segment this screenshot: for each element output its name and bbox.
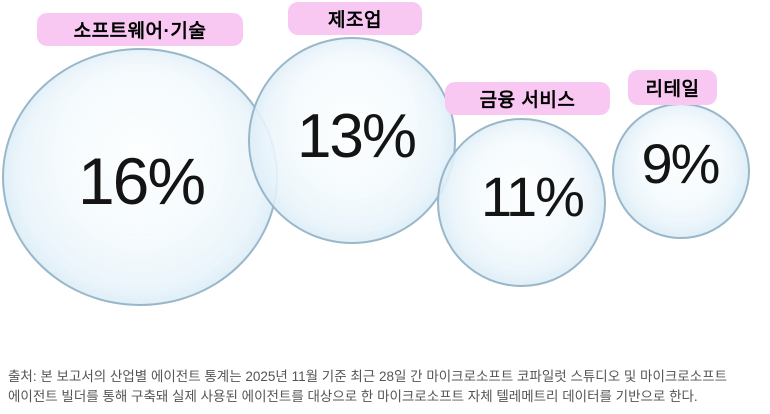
- category-label-manufacturing: 제조업: [288, 2, 422, 35]
- category-label-software-tech: 소프트웨어·기술: [37, 13, 243, 46]
- bubble-software-tech: [2, 48, 278, 306]
- bubble-value-manufacturing: 13%: [296, 102, 417, 171]
- bubble-value-software-tech: 16%: [77, 144, 206, 218]
- bubble-value-financial-services: 11%: [481, 165, 585, 228]
- bubble-value-retail: 9%: [641, 132, 721, 195]
- category-label-retail: 리테일: [628, 70, 717, 105]
- bubble-retail: [612, 103, 750, 239]
- source-note: 출처: 본 보고서의 산업별 에이전트 통계는 2025년 11월 기준 최근 …: [8, 369, 727, 404]
- bubble-manufacturing: [248, 37, 456, 244]
- bubble-financial-services: [437, 118, 606, 287]
- category-label-financial-services: 금융 서비스: [445, 82, 610, 115]
